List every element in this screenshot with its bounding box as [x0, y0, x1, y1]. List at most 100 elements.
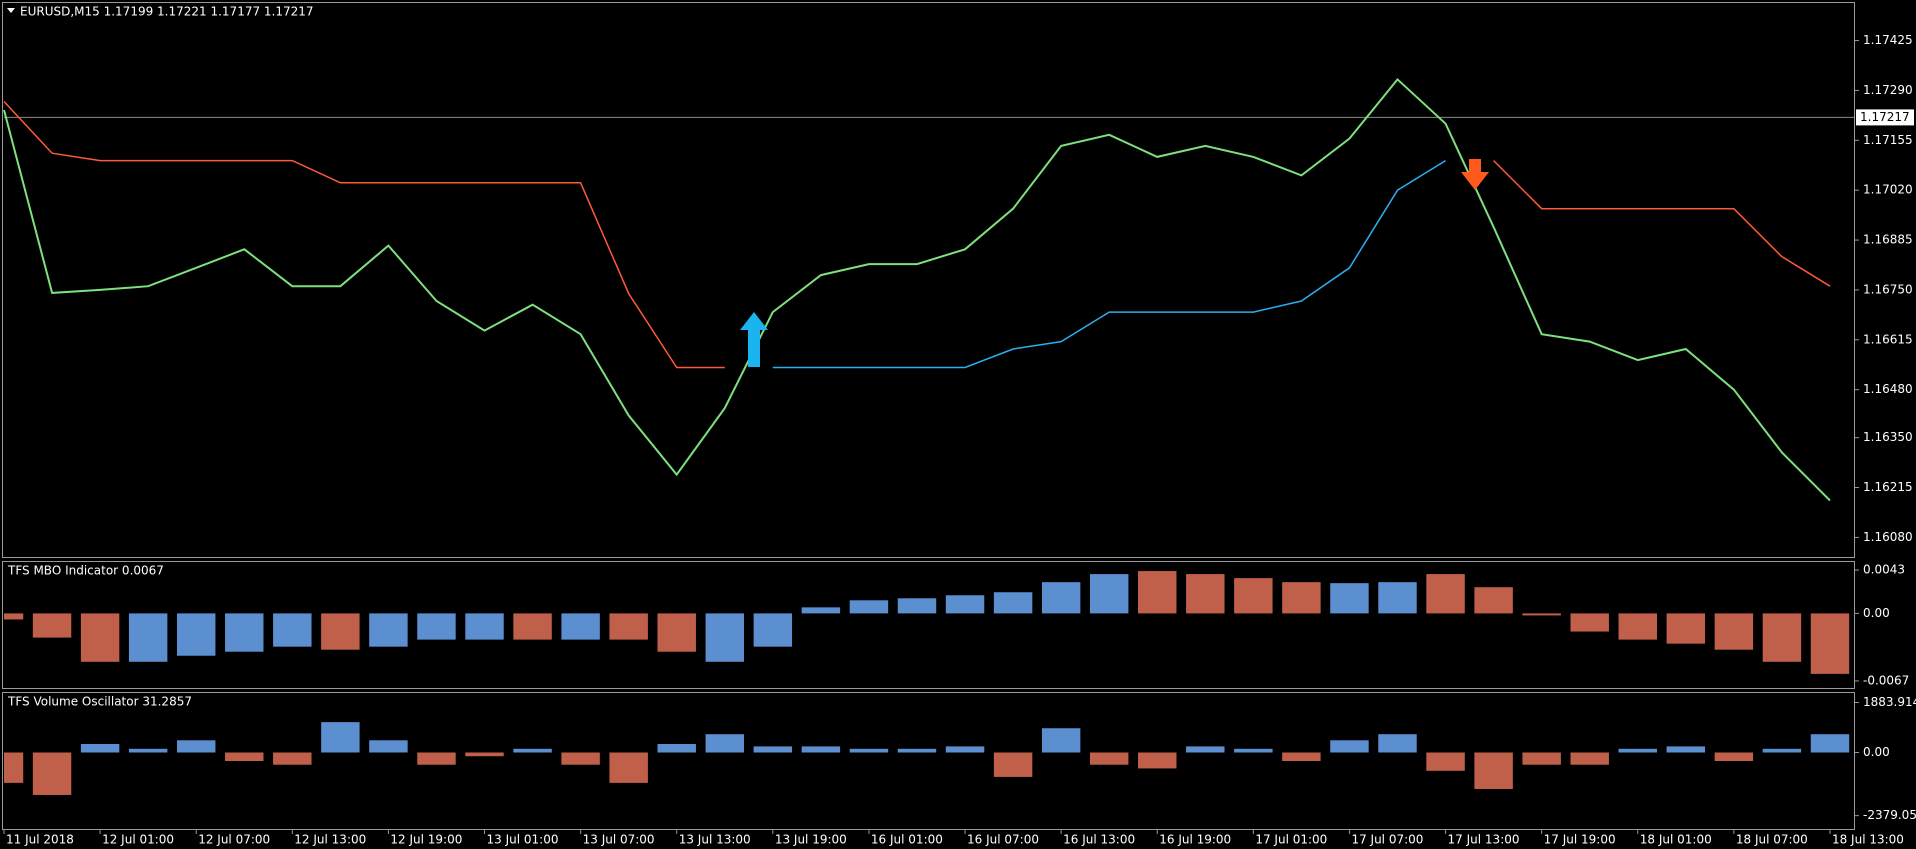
- histogram-bar: [609, 613, 648, 640]
- histogram-bar: [897, 598, 937, 614]
- y-tick-label: 0.00: [1863, 745, 1890, 759]
- histogram-bar: [1714, 752, 1754, 761]
- histogram-bar: [1522, 752, 1561, 765]
- histogram-bar: [273, 752, 312, 765]
- histogram-bar: [1474, 587, 1513, 614]
- histogram-bar: [80, 744, 120, 753]
- y-tick-label: 0.00: [1863, 606, 1890, 620]
- x-tick-label: 18 Jul 01:00: [1640, 833, 1712, 847]
- y-tick-label: -0.0067: [1863, 673, 1909, 687]
- histogram-bar: [32, 613, 72, 638]
- histogram-bar: [1762, 613, 1802, 662]
- histogram-bar: [1089, 752, 1129, 765]
- y-tick-label: 0.0043: [1863, 563, 1905, 577]
- histogram-bar: [1041, 582, 1081, 614]
- stop-line: [3, 100, 1831, 369]
- histogram-bar: [897, 748, 937, 753]
- histogram-bar: [1810, 613, 1850, 674]
- histogram-bar: [1138, 571, 1177, 614]
- y-tick-label: 1.16480: [1863, 382, 1913, 396]
- histogram-bar: [273, 613, 312, 647]
- histogram-bar: [1618, 613, 1657, 640]
- price-label-box: [1856, 109, 1914, 126]
- histogram-bar: [513, 748, 552, 753]
- x-tick-label: 13 Jul 19:00: [775, 833, 847, 847]
- histogram-bar: [657, 744, 696, 753]
- x-tick-label: 16 Jul 01:00: [871, 833, 943, 847]
- x-tick-label: 17 Jul 07:00: [1351, 833, 1423, 847]
- histogram-bar: [1330, 583, 1369, 614]
- y-tick-label: 1.16080: [1863, 530, 1913, 544]
- x-tick-label: 11 Jul 2018: [6, 833, 74, 847]
- histogram-bar: [1666, 613, 1706, 644]
- histogram-bar: [753, 746, 793, 753]
- histogram-bar: [1041, 728, 1081, 753]
- y-tick-label: 1883.9143: [1863, 695, 1916, 709]
- histogram-bar: [993, 752, 1033, 777]
- histogram-bar: [369, 613, 408, 647]
- histogram-bar: [849, 748, 889, 753]
- histogram-bar: [561, 613, 600, 640]
- histogram-bar: [657, 613, 696, 652]
- y-tick-label: 1.16615: [1863, 332, 1913, 346]
- histogram-bar: [4, 613, 24, 620]
- histogram-bar: [176, 613, 216, 656]
- histogram-bar: [1474, 752, 1513, 789]
- price-label: 1.17217: [1860, 110, 1910, 124]
- x-tick-label: 12 Jul 01:00: [102, 833, 174, 847]
- main-panel: [2, 2, 1855, 558]
- histogram-bar: [1714, 613, 1754, 650]
- price-line-series: [3, 77, 1831, 502]
- chart-title: EURUSD,M15 1.17199 1.17221 1.17177 1.172…: [20, 5, 314, 19]
- y-tick-label: 1.17155: [1863, 133, 1913, 147]
- x-tick-label: 16 Jul 07:00: [967, 833, 1039, 847]
- menu-triangle[interactable]: [7, 8, 15, 13]
- histogram-bar: [753, 613, 793, 647]
- x-tick-label: 17 Jul 13:00: [1448, 833, 1520, 847]
- histogram-bar: [1426, 574, 1465, 614]
- x-tick-label: 16 Jul 19:00: [1159, 833, 1231, 847]
- histogram-bar: [1522, 613, 1561, 616]
- histogram-bar: [705, 734, 744, 753]
- histogram-bar: [1234, 578, 1273, 614]
- histogram-bar: [321, 613, 360, 650]
- histogram-bar: [1186, 574, 1225, 614]
- x-tick-label: 18 Jul 07:00: [1736, 833, 1808, 847]
- histogram-bar: [1618, 748, 1657, 753]
- histogram-bar: [1234, 748, 1273, 753]
- y-tick-label: 1.17425: [1863, 33, 1913, 47]
- stop-line: [772, 159, 1446, 369]
- histogram-bar: [705, 613, 744, 662]
- histogram-bar: [465, 613, 504, 640]
- histogram-bar: [561, 752, 600, 765]
- y-tick-label: 1.16750: [1863, 282, 1913, 296]
- x-tick-label: 16 Jul 13:00: [1063, 833, 1135, 847]
- histogram-bar: [801, 607, 841, 614]
- histogram-bar: [609, 752, 648, 783]
- histogram-bar: [513, 613, 552, 640]
- mbo-panel: [2, 561, 1855, 689]
- histogram-bar: [1089, 574, 1129, 614]
- histogram-bar: [80, 613, 120, 662]
- x-tick-label: 12 Jul 19:00: [390, 833, 462, 847]
- histogram-bar: [369, 740, 408, 753]
- histogram-bar: [225, 613, 264, 652]
- histogram-bar: [128, 748, 168, 753]
- x-tick-label: 12 Jul 13:00: [294, 833, 366, 847]
- histogram-bar: [1378, 582, 1417, 614]
- histogram-bar: [1426, 752, 1465, 771]
- histogram-bar: [1570, 752, 1609, 765]
- histogram-bar: [1810, 734, 1850, 753]
- histogram-bar: [1666, 746, 1706, 753]
- histogram-bar: [1138, 752, 1177, 769]
- y-tick-label: 1.16350: [1863, 430, 1913, 444]
- histogram-bar: [1762, 748, 1802, 753]
- x-tick-label: 13 Jul 13:00: [679, 833, 751, 847]
- buy-arrow: [740, 312, 768, 367]
- signal-arrows: [740, 159, 1489, 367]
- histogram-bar: [1282, 582, 1321, 614]
- histogram-bar: [128, 613, 168, 662]
- x-tick-label: 17 Jul 01:00: [1255, 833, 1327, 847]
